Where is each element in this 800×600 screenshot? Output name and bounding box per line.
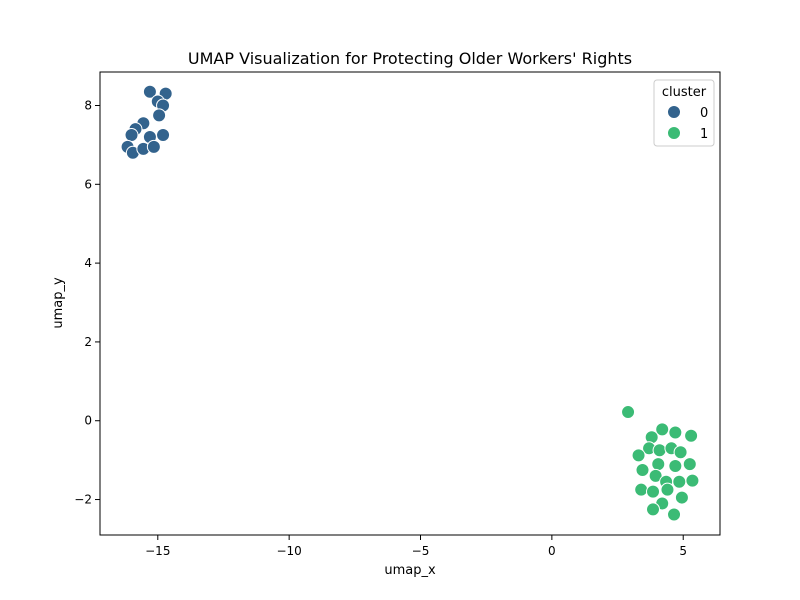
legend-marker-cluster-0: [667, 105, 681, 119]
y-axis-label: umap_y: [51, 277, 66, 329]
plot-frame: [99, 71, 721, 536]
chart-title: UMAP Visualization for Protecting Older …: [188, 49, 632, 68]
cluster-1-point: [674, 490, 689, 505]
cluster-1-point: [673, 445, 688, 460]
x-axis: −15 −10 −5 0 5: [145, 535, 687, 558]
x-tick-label: 0: [548, 544, 556, 558]
y-axis: −2 0 2 4 6 8: [74, 98, 100, 507]
x-tick-label: 5: [679, 544, 687, 558]
y-tick-label: 6: [84, 177, 92, 191]
cluster-1-point: [634, 482, 649, 497]
legend-title: cluster: [662, 85, 707, 100]
legend-label-cluster-1: 1: [700, 127, 708, 142]
cluster-1-point: [672, 474, 687, 489]
cluster-1-point: [682, 457, 697, 472]
cluster-1-point: [648, 468, 663, 483]
cluster-1-point: [635, 462, 650, 477]
y-tick-label: 0: [84, 414, 92, 428]
cluster-1-point: [684, 428, 699, 443]
cluster-0-point: [124, 128, 139, 143]
cluster-0-point: [152, 108, 167, 123]
cluster-1-point: [668, 459, 683, 474]
cluster-1-point: [685, 473, 700, 488]
x-tick-label: −10: [276, 544, 301, 558]
points-layer: [120, 84, 700, 522]
legend-label-cluster-0: 0: [700, 106, 708, 121]
y-tick-label: 8: [84, 98, 92, 112]
legend-marker-cluster-1: [667, 126, 681, 140]
cluster-1-point: [660, 482, 675, 497]
x-axis-label: umap_x: [384, 563, 436, 578]
y-tick-label: −2: [74, 493, 92, 507]
x-tick-label: −5: [412, 544, 430, 558]
cluster-0-point: [142, 84, 157, 99]
cluster-0-point: [156, 128, 171, 143]
cluster-1-point: [667, 507, 682, 522]
y-tick-label: 4: [84, 256, 92, 270]
cluster-1-point: [655, 422, 670, 437]
cluster-0-point: [146, 139, 161, 154]
legend: cluster 01: [653, 79, 715, 147]
cluster-1-point: [668, 425, 683, 440]
y-tick-label: 2: [84, 335, 92, 349]
cluster-1-point: [631, 448, 646, 463]
cluster-1-point: [646, 484, 661, 499]
cluster-1-point: [651, 457, 666, 472]
x-tick-label: −15: [145, 544, 170, 558]
cluster-1-point: [621, 405, 636, 420]
legend-entries: 01: [667, 105, 708, 142]
cluster-1-point: [646, 502, 661, 517]
cluster-1-point: [652, 443, 667, 458]
